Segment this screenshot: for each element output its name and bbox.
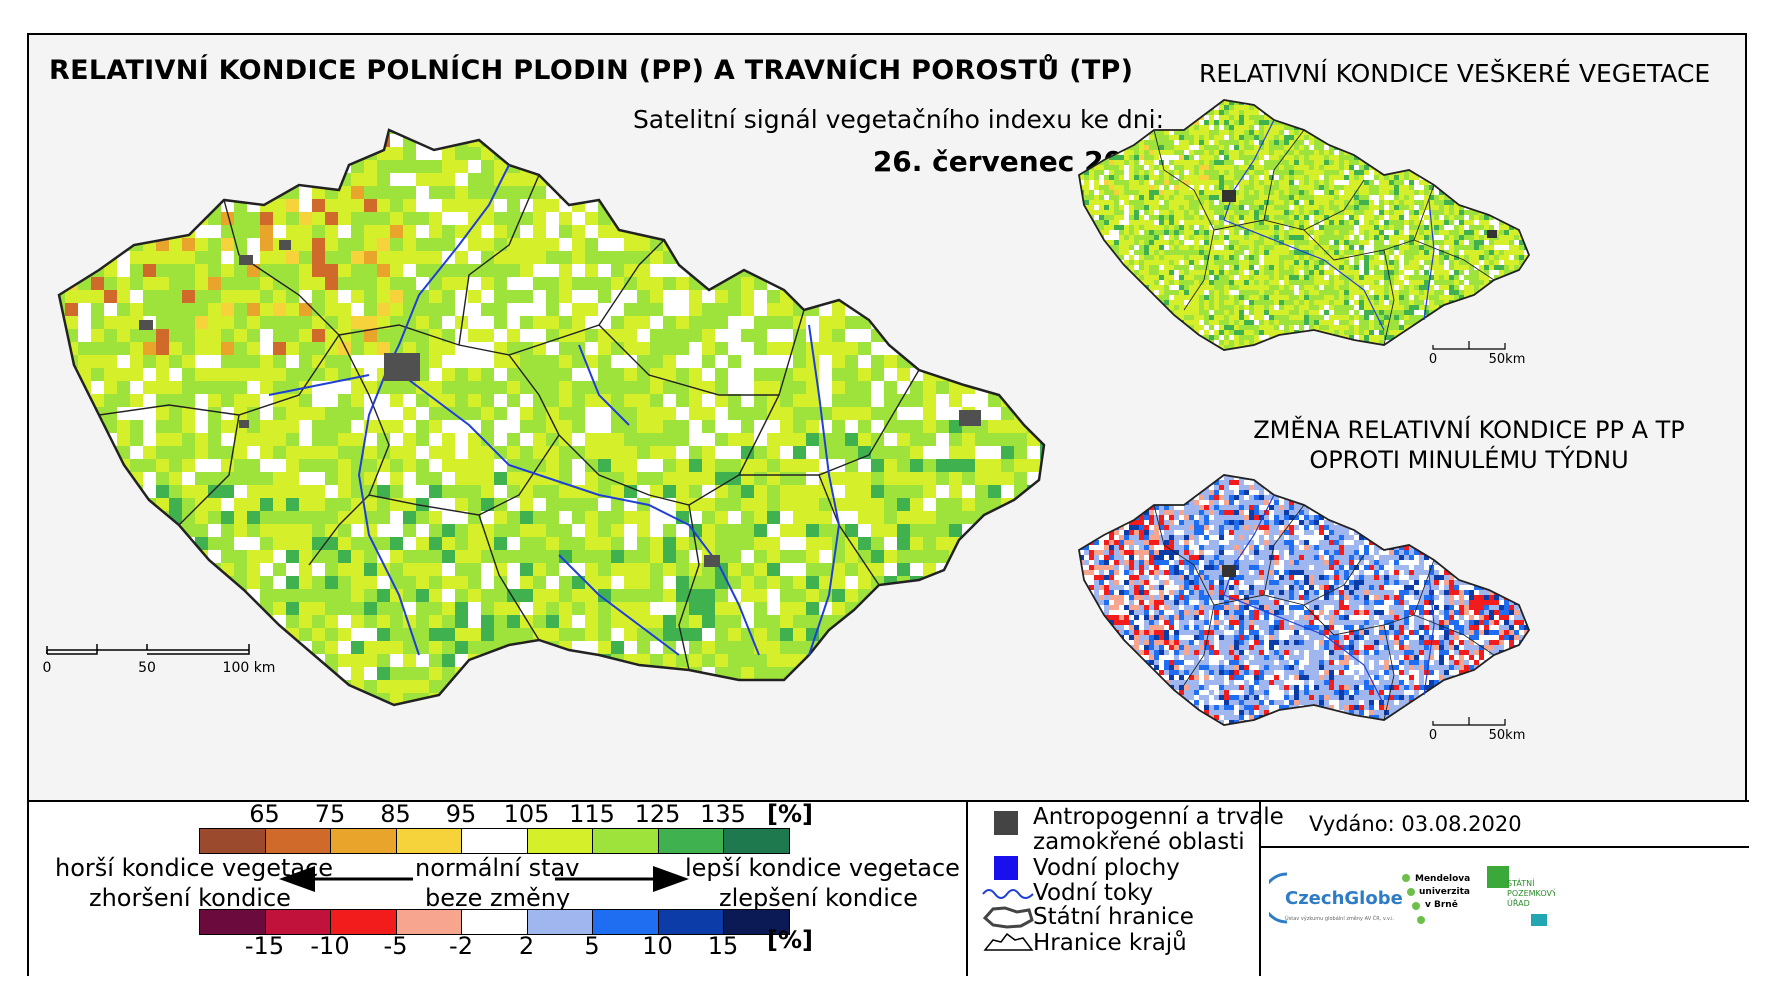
condition-tick-label: 135 [700,800,746,828]
condition-tick-label: 85 [380,800,411,828]
issued-divider [1260,846,1749,848]
urban-areas [1222,190,1497,238]
scale-label-50km: 50km [1489,352,1526,367]
state-border-label: Státní hranice [1033,904,1194,930]
main-condition-map [57,128,1046,707]
region-borders [98,174,920,671]
spu-name-line2: POZEMKOVÝ [1507,887,1555,898]
condition-unit: [%] [767,800,813,828]
change-tick-label: -15 [244,932,285,960]
scale-label-0: 0 [1429,728,1437,743]
change-tick-label: -5 [383,932,408,960]
czechglobe-wordmark: CzechGlobe [1285,888,1403,909]
vegetation-map-title: RELATIVNÍ KONDICE VEŠKERÉ VEGETACE [1199,59,1711,88]
right-arrow-icon [555,866,689,892]
scale-label-50km: 50km [1489,728,1526,743]
condition-swatch [592,828,659,854]
region-borders [1153,504,1495,721]
scale-label-50: 50 [138,660,156,676]
better-change-label: zlepšení kondice [719,884,918,912]
small-top-scalebar: 0 50km [1429,341,1526,367]
mendel-name-line3: v Brně [1425,899,1458,910]
river-line-icon [982,889,1034,899]
region-borders [1153,129,1495,346]
change-swatch [723,909,790,935]
change-tick-label: -10 [310,932,350,960]
small-bottom-scalebar: 0 50km [1429,717,1526,743]
main-title: RELATIVNÍ KONDICE POLNÍCH PLODIN (PP) A … [49,55,1134,86]
main-scalebar: 0 50 100 km [43,644,276,676]
map-frame: RELATIVNÍ KONDICE POLNÍCH PLODIN (PP) A … [27,33,1749,976]
change-unit: [%] [767,926,813,954]
vegetation-condition-map [1078,99,1530,351]
gray-square-icon [994,811,1018,835]
change-tick-label: 15 [707,932,739,960]
czechglobe-logo: CzechGlobe Ústav výzkumu globální změny … [1269,872,1403,924]
condition-raster [59,130,1044,705]
czechglobe-subtitle: Ústav výzkumu globální změny AV ČR, v.v.… [1285,915,1395,922]
change-tick-label: 2 [518,932,535,960]
rivers [268,164,841,656]
scale-label-100: 100 km [223,660,276,676]
region-border-label: Hranice krajů [1033,930,1187,956]
change-tick-label: 5 [584,932,600,960]
anthropogenic-label-line2: zamokřené oblasti [1033,829,1245,855]
condition-tick-label: 75 [314,800,346,828]
condition-swatch [461,828,528,854]
state-border-icon [982,906,1034,929]
change-swatch [657,909,724,935]
subtitle: Satelitní signál vegetačního indexu ke d… [632,105,1164,134]
urban-areas [1222,565,1236,577]
anthropogenic-label-line1: Antropogenní a trvale [1033,804,1284,830]
legend-panel: 65 75 85 95 105 115 125 135 [%] horší kondice v… [29,800,1749,976]
change-map-title: ZMĚNA RELATIVNÍ KONDICE PP A TP OPROTI M… [1253,416,1685,474]
region-border-icon [983,932,1034,951]
rivers [1223,119,1435,331]
condition-tick-label: 65 [249,800,280,828]
no-change-label: beze změny [425,884,571,912]
mendel-name-line2: univerzita [1419,887,1470,897]
normal-state-label: normální stav [415,854,580,882]
change-swatch [395,909,462,935]
scale-label-0: 0 [1429,352,1437,367]
change-swatch [526,909,593,935]
map-panel: RELATIVNÍ KONDICE POLNÍCH PLODIN (PP) A … [29,35,1749,800]
condition-tick-label: 125 [634,800,681,828]
mendel-name-line1: Mendelova [1415,874,1470,884]
rivers-label: Vodní toky [1033,880,1154,906]
legend-divider [1259,802,1261,976]
change-tick-label: -2 [449,932,473,960]
worse-change-label: zhoršení kondice [89,884,291,912]
state-land-office-logo: STÁTNÍ POZEMKOVÝ ÚŘAD [1487,866,1555,926]
condition-tick-label: 95 [445,800,477,828]
better-condition-label: lepší kondice vegetace [685,854,960,882]
legend-divider [966,802,968,976]
left-arrow-icon [279,866,413,892]
condition-tick-label: 115 [569,800,615,828]
condition-swatch [723,828,790,854]
rivers [1223,494,1435,706]
condition-tick-label: 105 [503,800,550,828]
condition-swatch [526,828,593,854]
spu-name-line1: STÁTNÍ [1507,877,1535,888]
condition-change-map [1078,474,1530,726]
change-swatch [199,909,266,935]
condition-swatch [199,828,266,854]
spu-name-line3: ÚŘAD [1507,897,1530,908]
blue-square-icon [994,856,1018,880]
mendel-university-logo: Mendelova univerzita v Brně [1402,874,1470,924]
issued-date: Vydáno: 03.08.2020 [1309,812,1522,836]
change-swatch [264,909,331,935]
water-bodies-label: Vodní plochy [1033,855,1180,881]
condition-swatch [264,828,331,854]
condition-swatch [657,828,724,854]
scale-label-0: 0 [43,660,52,676]
condition-swatch [395,828,462,854]
change-tick-label: 10 [642,932,673,960]
condition-swatch [330,828,397,854]
urban-areas [139,240,981,567]
